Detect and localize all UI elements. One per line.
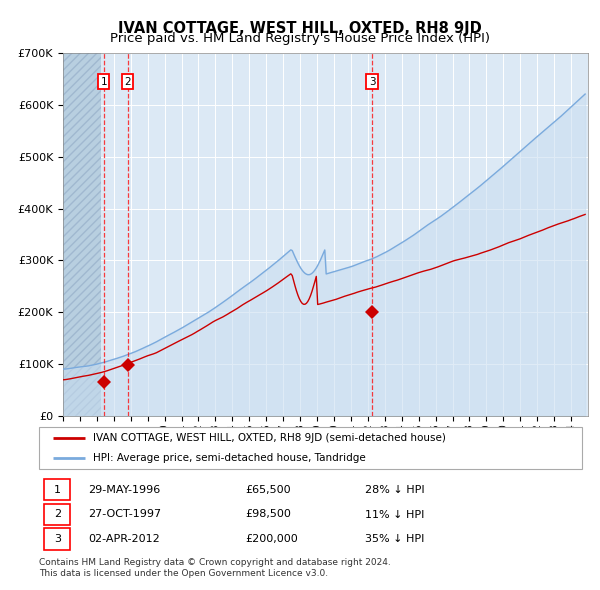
FancyBboxPatch shape (44, 478, 70, 500)
Text: 1: 1 (54, 484, 61, 494)
FancyBboxPatch shape (44, 504, 70, 525)
Text: 2: 2 (54, 510, 61, 519)
Text: £98,500: £98,500 (245, 510, 291, 519)
FancyBboxPatch shape (44, 529, 70, 550)
Text: £200,000: £200,000 (245, 535, 298, 545)
Text: Price paid vs. HM Land Registry's House Price Index (HPI): Price paid vs. HM Land Registry's House … (110, 32, 490, 45)
Text: 35% ↓ HPI: 35% ↓ HPI (365, 535, 424, 545)
Text: 3: 3 (369, 77, 376, 87)
Text: 1: 1 (101, 77, 107, 87)
Text: 28% ↓ HPI: 28% ↓ HPI (365, 484, 424, 494)
Text: 2: 2 (124, 77, 131, 87)
Text: 02-APR-2012: 02-APR-2012 (88, 535, 160, 545)
Text: This data is licensed under the Open Government Licence v3.0.: This data is licensed under the Open Gov… (39, 569, 328, 578)
Text: 27-OCT-1997: 27-OCT-1997 (88, 510, 161, 519)
Text: Contains HM Land Registry data © Crown copyright and database right 2024.: Contains HM Land Registry data © Crown c… (39, 558, 391, 567)
Text: IVAN COTTAGE, WEST HILL, OXTED, RH8 9JD: IVAN COTTAGE, WEST HILL, OXTED, RH8 9JD (118, 21, 482, 35)
FancyBboxPatch shape (39, 427, 582, 469)
Text: IVAN COTTAGE, WEST HILL, OXTED, RH8 9JD (semi-detached house): IVAN COTTAGE, WEST HILL, OXTED, RH8 9JD … (94, 433, 446, 443)
Bar (63, 53, 101, 416)
Text: HPI: Average price, semi-detached house, Tandridge: HPI: Average price, semi-detached house,… (94, 453, 366, 463)
Text: 11% ↓ HPI: 11% ↓ HPI (365, 510, 424, 519)
Text: £65,500: £65,500 (245, 484, 291, 494)
Text: 29-MAY-1996: 29-MAY-1996 (88, 484, 160, 494)
Text: 3: 3 (54, 535, 61, 545)
